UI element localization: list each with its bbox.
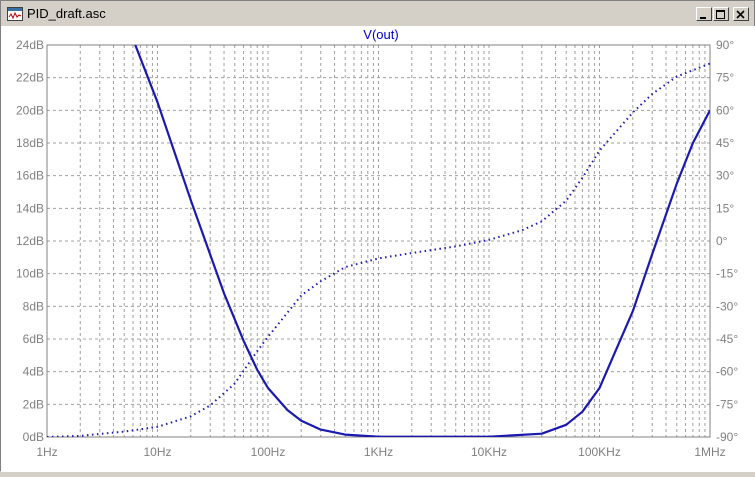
magnitude-trace bbox=[134, 45, 710, 437]
y-left-tick-label: 18dB bbox=[16, 136, 44, 150]
y-right-tick-label: 75° bbox=[716, 71, 734, 85]
y-right-tick-label: -75° bbox=[716, 397, 738, 411]
grid bbox=[47, 45, 710, 437]
x-tick-label: 100KHz bbox=[578, 445, 621, 459]
y-left-tick-label: 24dB bbox=[16, 38, 44, 52]
y-left-tick-label: 12dB bbox=[16, 234, 44, 248]
minimize-icon bbox=[700, 17, 706, 19]
y-right-tick-label: 45° bbox=[716, 136, 734, 150]
y-right-tick-label: 30° bbox=[716, 169, 734, 183]
y-right-tick-label: -60° bbox=[716, 365, 738, 379]
y-left-tick-label: 6dB bbox=[23, 332, 44, 346]
y-left-tick-label: 10dB bbox=[16, 267, 44, 281]
series-layer bbox=[47, 45, 710, 437]
y-right-tick-label: -30° bbox=[716, 299, 738, 313]
y-right-tick-label: 0° bbox=[716, 234, 728, 248]
close-icon bbox=[736, 10, 745, 19]
x-tick-label: 1KHz bbox=[364, 445, 393, 459]
minimize-button[interactable] bbox=[696, 7, 712, 21]
y-left-tick-label: 20dB bbox=[16, 103, 44, 117]
x-tick-label: 100Hz bbox=[251, 445, 286, 459]
y-right-tick-label: -15° bbox=[716, 267, 738, 281]
x-tick-label: 10KHz bbox=[471, 445, 507, 459]
y-left-tick-label: 4dB bbox=[23, 365, 44, 379]
phase-trace bbox=[47, 62, 710, 437]
x-tick-label: 1MHz bbox=[694, 445, 725, 459]
y-left-tick-label: 0dB bbox=[23, 430, 44, 444]
schematic-icon bbox=[7, 7, 23, 21]
y-left-tick-label: 8dB bbox=[23, 299, 44, 313]
y-left-tick-label: 16dB bbox=[16, 169, 44, 183]
y-left-tick-label: 14dB bbox=[16, 201, 44, 215]
maximize-icon bbox=[716, 10, 725, 19]
y-right-tick-label: 15° bbox=[716, 201, 734, 215]
window-title: PID_draft.asc bbox=[27, 6, 106, 21]
y-right-tick-label: 60° bbox=[716, 103, 734, 117]
chart-title[interactable]: V(out) bbox=[363, 27, 398, 42]
plot-area[interactable]: 1Hz 10Hz 100Hz 1KHz 10KHz 100KHz 1MHz 0dB 2dB 4dB… bbox=[1, 26, 755, 472]
y-right-tick-label: -90° bbox=[716, 430, 738, 444]
y-left-tick-label: 22dB bbox=[16, 71, 44, 85]
y-right-tick-label: 90° bbox=[716, 38, 734, 52]
y-right-tick-label: -45° bbox=[716, 332, 738, 346]
axis-labels: 1Hz 10Hz 100Hz 1KHz 10KHz 100KHz 1MHz 0dB 2dB 4dB… bbox=[16, 38, 738, 459]
x-tick-label: 1Hz bbox=[36, 445, 57, 459]
x-tick-label: 10Hz bbox=[143, 445, 171, 459]
bode-plot[interactable]: 1Hz 10Hz 100Hz 1KHz 10KHz 100KHz 1MHz 0dB 2dB 4dB… bbox=[1, 26, 755, 472]
maximize-button[interactable] bbox=[713, 7, 729, 21]
y-left-tick-label: 2dB bbox=[23, 397, 44, 411]
title-bar[interactable]: PID_draft.asc bbox=[3, 3, 752, 25]
close-button[interactable] bbox=[733, 7, 749, 21]
